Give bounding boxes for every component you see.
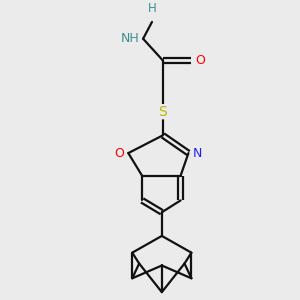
- Text: NH: NH: [121, 32, 139, 45]
- Text: S: S: [158, 105, 167, 119]
- Text: O: O: [115, 147, 124, 160]
- Text: H: H: [148, 2, 156, 16]
- Text: N: N: [192, 147, 202, 160]
- Text: O: O: [195, 54, 205, 67]
